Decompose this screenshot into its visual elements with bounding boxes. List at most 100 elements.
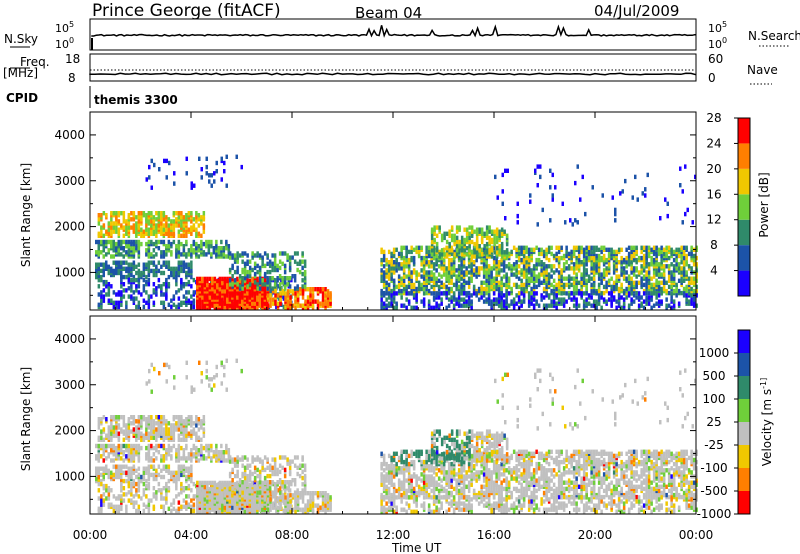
power-cell [567,264,571,269]
power-cell [560,245,563,250]
power-cell [555,293,558,298]
power-cell [190,244,193,249]
power-cell [157,277,161,283]
power-cell [266,253,269,258]
power-cell [480,290,483,296]
power-cell [175,272,178,278]
power-cell [195,211,198,216]
power-cell [455,244,459,249]
power-cell [530,278,533,283]
power-cell [572,251,576,257]
velocity-cell [190,498,193,503]
power-cell [258,253,262,258]
power-cell [488,225,491,230]
power-cell [670,305,673,310]
power-cell [223,169,226,174]
power-cell [233,257,237,262]
velocity-cell [137,494,141,499]
power-cell [329,291,332,296]
power-cell [655,301,658,306]
velocity-cell [180,456,183,461]
power-cell [551,172,554,178]
power-cell [552,299,556,304]
power-cell [635,245,638,250]
power-cell [382,257,386,263]
power-cell [130,266,133,271]
power-cell [160,264,163,269]
colorbar-swatch [738,270,750,296]
velocity-cell [125,470,128,475]
power-cell [445,291,448,296]
velocity-cell [162,474,166,480]
velocity-cell [142,488,146,493]
power-cell [213,276,217,282]
power-cell [600,255,603,261]
velocity-cell [137,508,141,514]
power-cell [581,174,584,180]
power-cell [289,305,292,310]
power-cell [301,265,304,271]
power-cell [140,211,143,216]
power-cell [115,241,118,247]
velocity-cell [167,464,171,469]
power-cell [650,255,653,261]
power-cell [100,262,103,267]
power-cell [565,299,568,304]
power-cell [482,286,486,292]
power-cell [132,223,136,228]
power-cell [515,282,518,288]
power-cell [157,284,161,289]
power-cell [503,229,506,234]
power-cell [160,300,163,305]
power-cell [405,297,408,302]
power-cell [440,291,443,296]
power-cell [162,254,166,259]
velocity-cell [185,417,188,422]
power-cell [572,270,576,275]
power-cell [145,262,148,267]
power-cell [410,305,413,310]
power-cell [460,262,463,267]
power-cell [440,248,444,253]
power-cell [298,259,302,264]
power-cell [610,284,613,290]
power-cell [326,293,330,298]
power-cell [625,270,628,275]
power-cell [192,304,196,310]
colorbar-tick-label: 4 [710,264,718,278]
power-cell [122,260,125,265]
power-cell [475,237,479,243]
power-cell [432,295,436,300]
power-cell [150,260,153,265]
power-cell [288,261,292,266]
power-cell [385,257,388,263]
power-cell [552,253,556,259]
power-cell [412,260,416,265]
power-cell [177,266,181,271]
velocity-cell [198,509,202,514]
power-cell [504,216,507,221]
power-cell [225,239,228,245]
power-cell [620,255,623,261]
power-cell [192,298,196,303]
power-cell [462,278,466,283]
power-cell [301,259,304,264]
power-cell [172,239,176,245]
power-cell [190,284,193,289]
power-cell [570,297,573,302]
power-cell [585,268,588,273]
power-cell [212,246,216,251]
power-cell [565,266,568,271]
power-cell [435,241,439,247]
power-cell [652,288,656,294]
power-cell [127,225,131,230]
power-cell [127,213,131,218]
power-cell [551,197,554,202]
power-cell [452,266,456,271]
power-cell [607,278,611,283]
power-cell [492,288,496,294]
power-cell [677,262,681,267]
power-cell [615,274,618,279]
power-cell [145,252,148,257]
power-cell [617,293,621,298]
